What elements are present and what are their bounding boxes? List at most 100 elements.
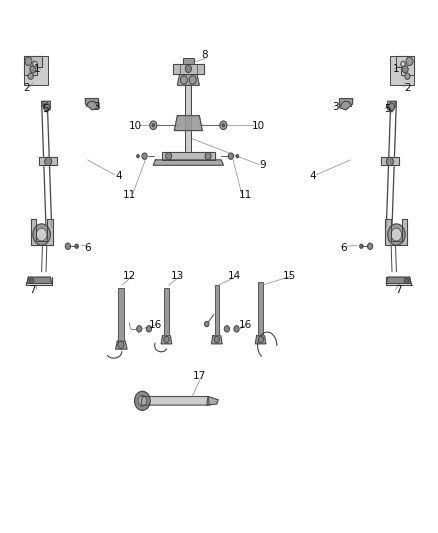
Circle shape [30, 66, 36, 73]
Circle shape [45, 157, 52, 166]
Circle shape [236, 155, 239, 158]
Circle shape [166, 152, 172, 160]
Text: 7: 7 [395, 286, 402, 295]
Circle shape [75, 244, 78, 248]
Polygon shape [27, 277, 52, 284]
Circle shape [258, 336, 264, 343]
Polygon shape [153, 160, 223, 165]
Circle shape [164, 336, 169, 343]
Polygon shape [174, 116, 202, 131]
Text: 4: 4 [115, 171, 122, 181]
Text: 5: 5 [42, 104, 49, 114]
Circle shape [146, 326, 152, 332]
Text: 5: 5 [384, 104, 391, 114]
Circle shape [150, 121, 157, 130]
Circle shape [386, 157, 393, 166]
Circle shape [388, 224, 405, 245]
Circle shape [205, 321, 209, 327]
Circle shape [360, 244, 363, 248]
Polygon shape [177, 75, 199, 85]
Polygon shape [43, 101, 50, 112]
Circle shape [25, 57, 32, 66]
Text: 15: 15 [283, 271, 296, 281]
Circle shape [152, 124, 155, 127]
Circle shape [33, 224, 50, 245]
Bar [258, 282, 263, 336]
Text: 13: 13 [171, 271, 184, 281]
Polygon shape [212, 336, 222, 344]
Text: 16: 16 [239, 320, 252, 330]
Circle shape [405, 73, 410, 79]
Text: 10: 10 [129, 122, 142, 131]
Bar [164, 288, 169, 336]
Circle shape [185, 65, 191, 72]
Text: 12: 12 [123, 271, 136, 281]
Polygon shape [255, 336, 266, 344]
Text: 7: 7 [29, 286, 36, 295]
Circle shape [391, 228, 402, 241]
Polygon shape [207, 397, 218, 405]
Circle shape [389, 103, 395, 110]
Polygon shape [173, 64, 204, 74]
Polygon shape [385, 219, 407, 245]
Polygon shape [388, 101, 395, 112]
Bar [24, 56, 48, 85]
Circle shape [29, 278, 34, 284]
Circle shape [137, 155, 139, 158]
Circle shape [142, 153, 147, 159]
Text: 17: 17 [193, 371, 206, 381]
Text: 4: 4 [310, 171, 317, 181]
Circle shape [220, 121, 227, 130]
Circle shape [224, 326, 230, 332]
Circle shape [138, 395, 147, 406]
Text: 6: 6 [84, 243, 91, 253]
Text: 3: 3 [332, 102, 339, 111]
Circle shape [205, 152, 211, 160]
Polygon shape [381, 157, 399, 165]
Circle shape [222, 124, 225, 127]
Text: 8: 8 [201, 50, 208, 60]
Bar [185, 85, 191, 160]
Circle shape [367, 243, 373, 249]
Text: 2: 2 [404, 83, 411, 93]
Circle shape [401, 61, 405, 67]
Text: 1: 1 [393, 64, 400, 74]
Polygon shape [396, 56, 414, 75]
Polygon shape [39, 157, 57, 165]
Circle shape [137, 326, 142, 332]
Polygon shape [386, 277, 411, 284]
Circle shape [65, 243, 71, 249]
Polygon shape [161, 336, 172, 344]
Circle shape [402, 66, 408, 73]
Text: 6: 6 [340, 243, 347, 253]
Bar [390, 56, 414, 85]
Bar [215, 285, 219, 336]
Polygon shape [24, 56, 42, 75]
Circle shape [28, 73, 33, 79]
Circle shape [134, 391, 150, 410]
Circle shape [36, 228, 47, 241]
Text: 16: 16 [149, 320, 162, 330]
Text: 2: 2 [23, 83, 30, 93]
Circle shape [214, 336, 219, 343]
Text: 11: 11 [123, 190, 136, 199]
Polygon shape [31, 219, 53, 245]
Polygon shape [339, 99, 353, 110]
Polygon shape [141, 397, 209, 405]
Circle shape [189, 76, 196, 84]
Circle shape [404, 278, 409, 284]
Circle shape [234, 326, 239, 332]
Text: 3: 3 [93, 102, 100, 111]
Circle shape [43, 103, 49, 110]
Circle shape [406, 57, 413, 66]
Circle shape [180, 76, 187, 84]
Circle shape [228, 153, 233, 159]
Circle shape [33, 61, 37, 67]
Circle shape [118, 341, 124, 349]
Text: 11: 11 [239, 190, 252, 199]
Text: 10: 10 [252, 122, 265, 131]
Text: 14: 14 [228, 271, 241, 281]
Text: 9: 9 [259, 160, 266, 170]
Text: 1: 1 [34, 64, 41, 74]
Polygon shape [162, 152, 215, 160]
